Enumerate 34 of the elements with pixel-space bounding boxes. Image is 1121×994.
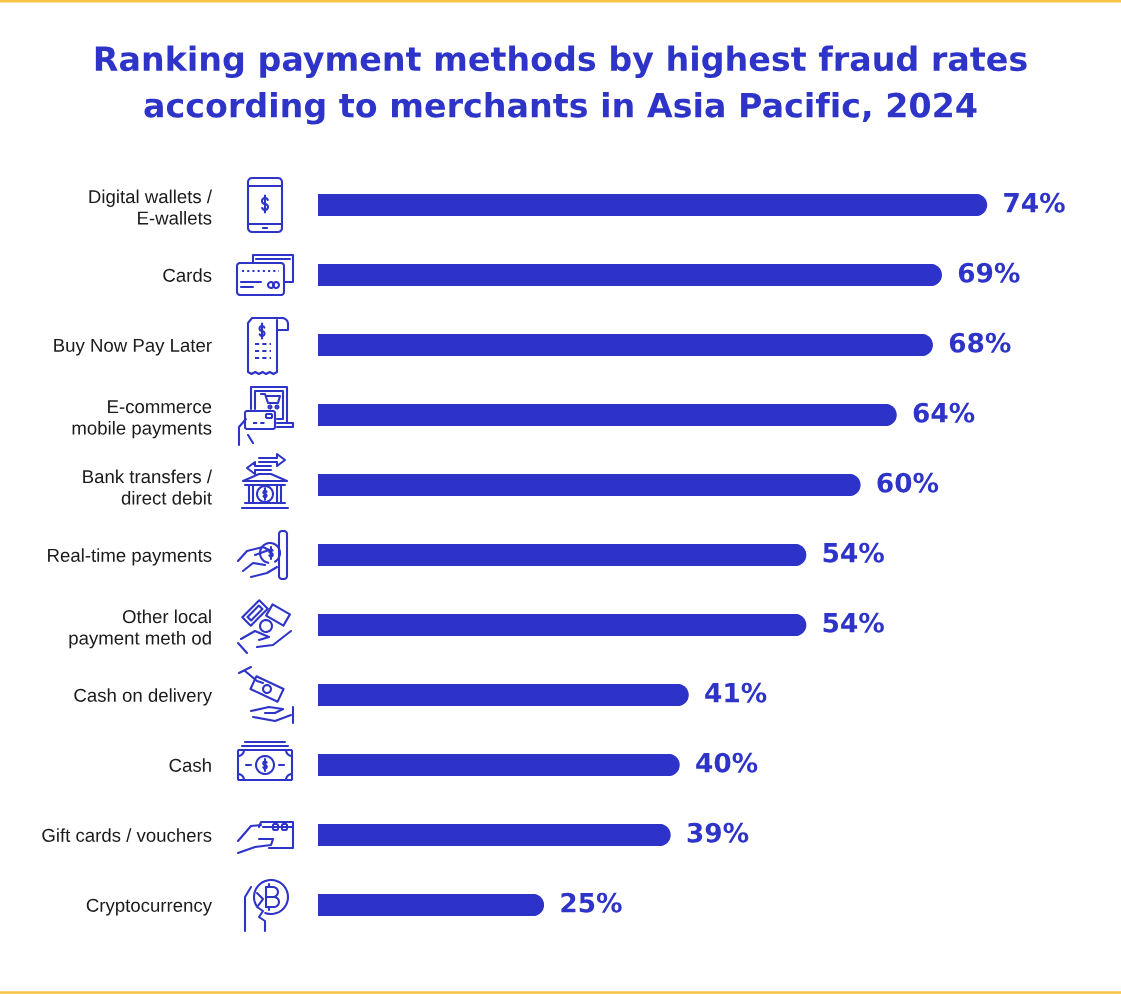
data-label: 54% bbox=[823, 612, 884, 633]
y-tick-label: Cryptocurrency bbox=[86, 898, 212, 916]
data-label: 68% bbox=[949, 332, 1011, 353]
chart-title: Ranking payment methods by highest fraud rates according to merchants in Asia Pacific, 2024 bbox=[95, 45, 1027, 125]
data-label: 64% bbox=[913, 402, 975, 423]
data-label: 41% bbox=[705, 682, 767, 703]
data-label: 40% bbox=[696, 752, 758, 773]
y-tick-label: Other local payment meth od bbox=[69, 609, 211, 649]
y-tick-label: Digital wallets / E-wallets bbox=[89, 189, 213, 225]
y-tick-label: Real-time payments bbox=[48, 548, 212, 566]
data-label: 74% bbox=[1004, 192, 1065, 213]
y-tick-label: Buy Now Pay Later bbox=[54, 338, 212, 356]
bar bbox=[318, 334, 933, 356]
data-label: 25% bbox=[561, 892, 622, 913]
y-tick-label: E-commerce mobile payments bbox=[72, 400, 212, 439]
bar bbox=[318, 894, 545, 916]
y-tick-label: Cards bbox=[163, 268, 212, 282]
y-tick-label: Cash on delivery bbox=[74, 688, 212, 706]
y-tick-label: Cash bbox=[169, 758, 211, 772]
data-label: 69% bbox=[958, 262, 1020, 283]
data-label: 60% bbox=[877, 472, 939, 493]
data-label: 54% bbox=[823, 542, 884, 563]
bar bbox=[318, 404, 897, 426]
y-tick-label: Bank transfers / direct debit bbox=[83, 469, 213, 505]
bar bbox=[318, 544, 807, 566]
bar bbox=[318, 474, 861, 496]
bar bbox=[318, 194, 988, 216]
bar bbox=[318, 754, 680, 776]
bar bbox=[318, 614, 807, 636]
bar bbox=[318, 824, 671, 846]
bar bbox=[318, 264, 942, 286]
bar bbox=[318, 684, 689, 706]
data-label: 39% bbox=[687, 822, 749, 843]
y-tick-label: Gift cards / vouchers bbox=[42, 828, 212, 842]
